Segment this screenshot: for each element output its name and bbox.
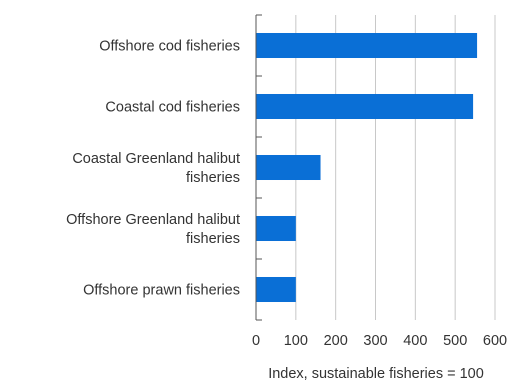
category-label-line: Coastal Greenland halibut (72, 151, 240, 167)
bar (256, 93, 474, 120)
grid-lines (295, 15, 496, 320)
bars (256, 32, 478, 303)
x-tick-label: 0 (252, 333, 260, 349)
category-label-line: Offshore Greenland halibut (66, 212, 240, 228)
x-tick-label: 100 (284, 333, 308, 349)
category-label-line: fisheries (186, 170, 240, 186)
x-tick-labels: 0 100 200 300 400 500 600 (252, 333, 507, 349)
x-axis-title: Index, sustainable fisheries = 100 (268, 366, 484, 382)
category-label: Offshore prawn fisheries (83, 283, 240, 299)
x-tick-label: 200 (324, 333, 348, 349)
category-labels: Offshore cod fisheries Coastal cod fisher… (66, 39, 240, 299)
bar (256, 276, 296, 303)
x-tick-label: 400 (403, 333, 427, 349)
category-label-line: Offshore cod fisheries (99, 39, 240, 55)
category-label: Coastal cod fisheries (105, 100, 240, 116)
x-tick-label: 300 (363, 333, 387, 349)
category-label-line: Offshore prawn fisheries (83, 283, 240, 299)
bar (256, 32, 478, 59)
category-label: Offshore cod fisheries (99, 39, 240, 55)
category-label-line: fisheries (186, 231, 240, 247)
bar (256, 215, 296, 242)
x-tick-label: 600 (483, 333, 507, 349)
x-tick-label: 500 (443, 333, 467, 349)
category-label: Offshore Greenland halibut fisheries (66, 212, 240, 247)
category-label: Coastal Greenland halibut fisheries (72, 151, 240, 186)
bar (256, 154, 321, 181)
category-label-line: Coastal cod fisheries (105, 100, 240, 116)
category-axis (255, 14, 262, 321)
